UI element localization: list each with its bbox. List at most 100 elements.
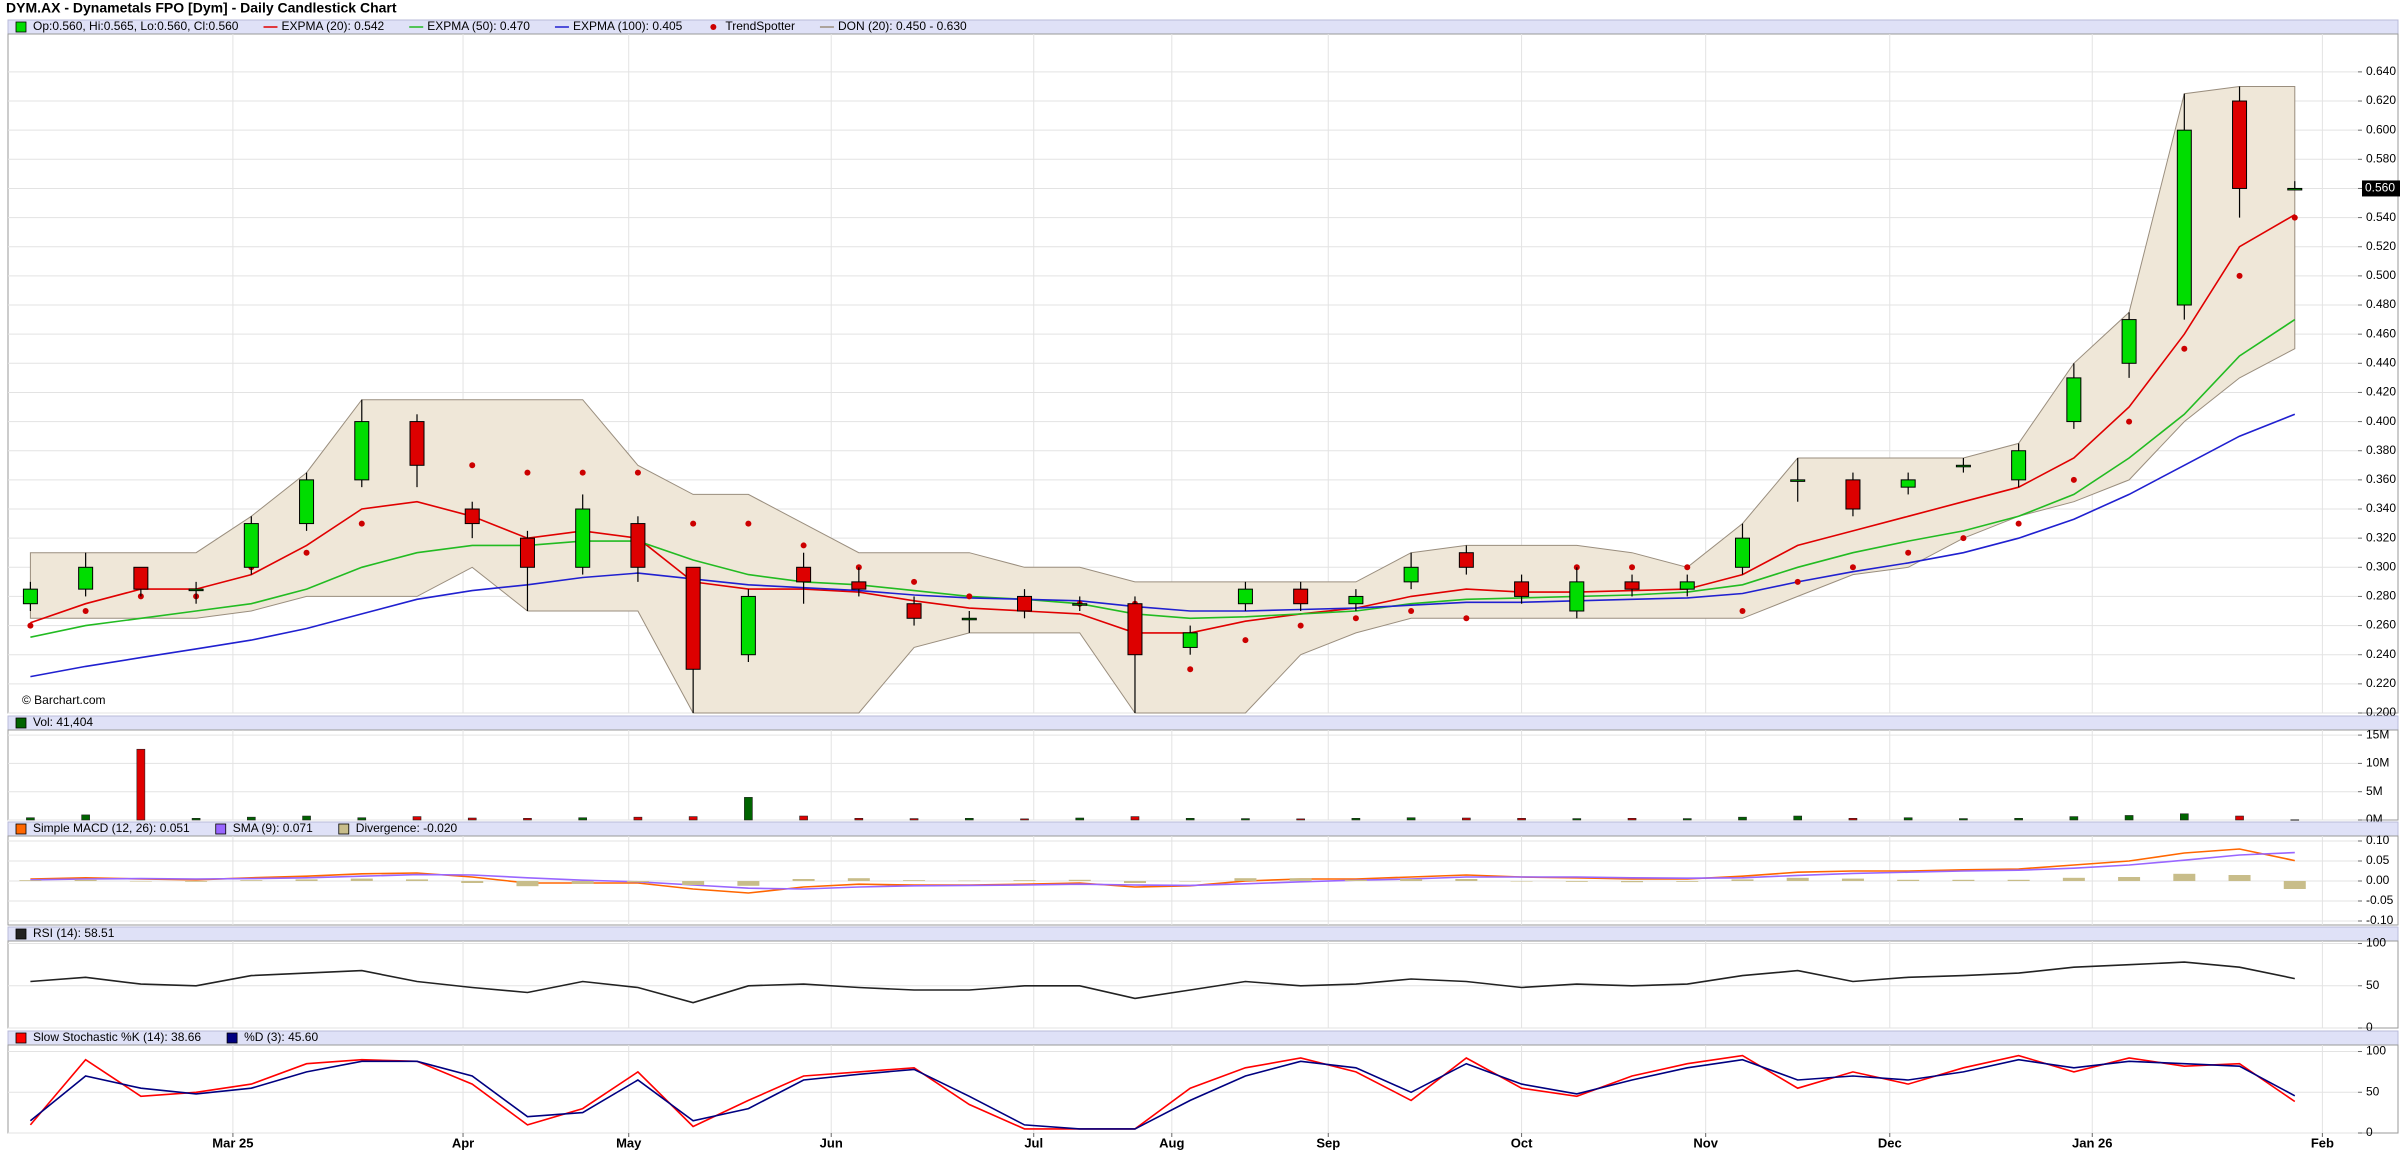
y-tick-label: 5M [2366,784,2383,798]
candle-body [1127,603,1143,656]
candle-body [2011,450,2027,481]
line-series [30,413,2296,678]
bar [19,880,42,881]
y-tick-label: 100 [2366,1044,2386,1058]
panel-header [7,715,2399,731]
trend-dot [1960,535,1967,542]
bar [2069,816,2079,821]
bar [26,817,35,821]
bar [964,818,974,821]
x-tick-label: Jun [820,1135,843,1150]
bar [1565,881,1588,882]
trend-dot [2291,214,2298,221]
y-tick-label: 0.240 [2366,647,2396,661]
candle-body [299,479,315,525]
trend-dot [1794,578,1801,585]
bar [1903,817,1913,821]
candle-body [575,508,591,568]
trend-dot [27,622,34,629]
bar [578,817,587,821]
bar [461,881,484,883]
y-tick-label: 0.500 [2366,268,2396,282]
bar [958,880,981,882]
y-tick-label: 50 [2366,978,2380,992]
bar [1296,818,1305,821]
bar [81,814,90,821]
candle-body [1790,479,1806,482]
candle-body [188,588,204,592]
trend-dot [634,469,641,476]
line-series [30,214,2296,634]
bar [1572,818,1582,821]
trend-dot [911,578,918,585]
candle-body [1182,632,1198,648]
bar [1185,818,1195,821]
trend-dot [82,608,89,615]
legend-label: Slow Stochastic %K (14): 38.66 [33,1030,201,1044]
candle-body [2232,100,2248,189]
candle-body [1237,588,1253,605]
bar [185,881,208,882]
trend-dot [524,469,531,476]
trend-dot [1408,608,1415,615]
candle-body [740,595,756,656]
bar [1455,879,1478,881]
candle-body [1734,537,1750,568]
bar [1731,879,1754,881]
trend-dot [2181,345,2188,352]
credit: © Barchart.com [22,693,106,707]
bar [357,817,367,821]
y-tick-label: 0.280 [2366,589,2396,603]
trend-dot [469,462,476,469]
legend-label: Op:0.560, Hi:0.565, Lo:0.560, Cl:0.560 [33,19,239,33]
bar [1848,818,1858,821]
bar [2014,818,2023,821]
x-tick-label: Dec [1878,1135,1902,1150]
candle-body [630,523,646,568]
trend-dot [690,520,697,527]
y-tick-label: 0.620 [2366,93,2396,107]
bar [903,880,926,881]
bar [406,879,429,881]
trend-dot [2070,476,2077,483]
legend-label: DON (20): 0.450 - 0.630 [838,19,967,33]
bar [799,815,808,821]
candle-body [796,566,812,583]
y-tick-label: 0.480 [2366,297,2396,311]
trend-dot [579,469,586,476]
trend-dot [1242,637,1249,644]
legend-label: EXPMA (100): 0.405 [573,19,683,33]
trend-dot [966,593,973,600]
bar [247,816,256,821]
legend-swatch [15,21,27,33]
candle-body [1458,552,1474,568]
last-price-box [2362,180,2400,197]
candle-body [1017,595,1033,612]
trend-dot [358,520,365,527]
bar [1676,881,1699,882]
bar [2124,815,2134,821]
candle-body [1955,464,1971,468]
bar [1952,879,1975,881]
bar [1344,879,1367,881]
y-tick-label: 0.400 [2366,414,2396,428]
bar [1123,881,1146,883]
bar [1406,817,1416,821]
candle-body [906,603,922,619]
y-tick-label: 0.300 [2366,559,2396,573]
bar [2118,877,2141,881]
legend-swatch [15,717,27,729]
candle-body [1072,603,1088,606]
trend-dot [2126,418,2133,425]
bar [1682,818,1692,821]
candle-body [519,537,535,568]
trend-dot [1684,564,1691,571]
x-tick-label: May [616,1135,642,1150]
candle-body [1624,581,1640,590]
legend-swatch [215,823,227,835]
x-tick-label: Mar 25 [212,1135,253,1150]
bar [1897,879,1920,881]
legend-label: EXPMA (20): 0.542 [281,19,384,33]
bar [350,878,373,881]
